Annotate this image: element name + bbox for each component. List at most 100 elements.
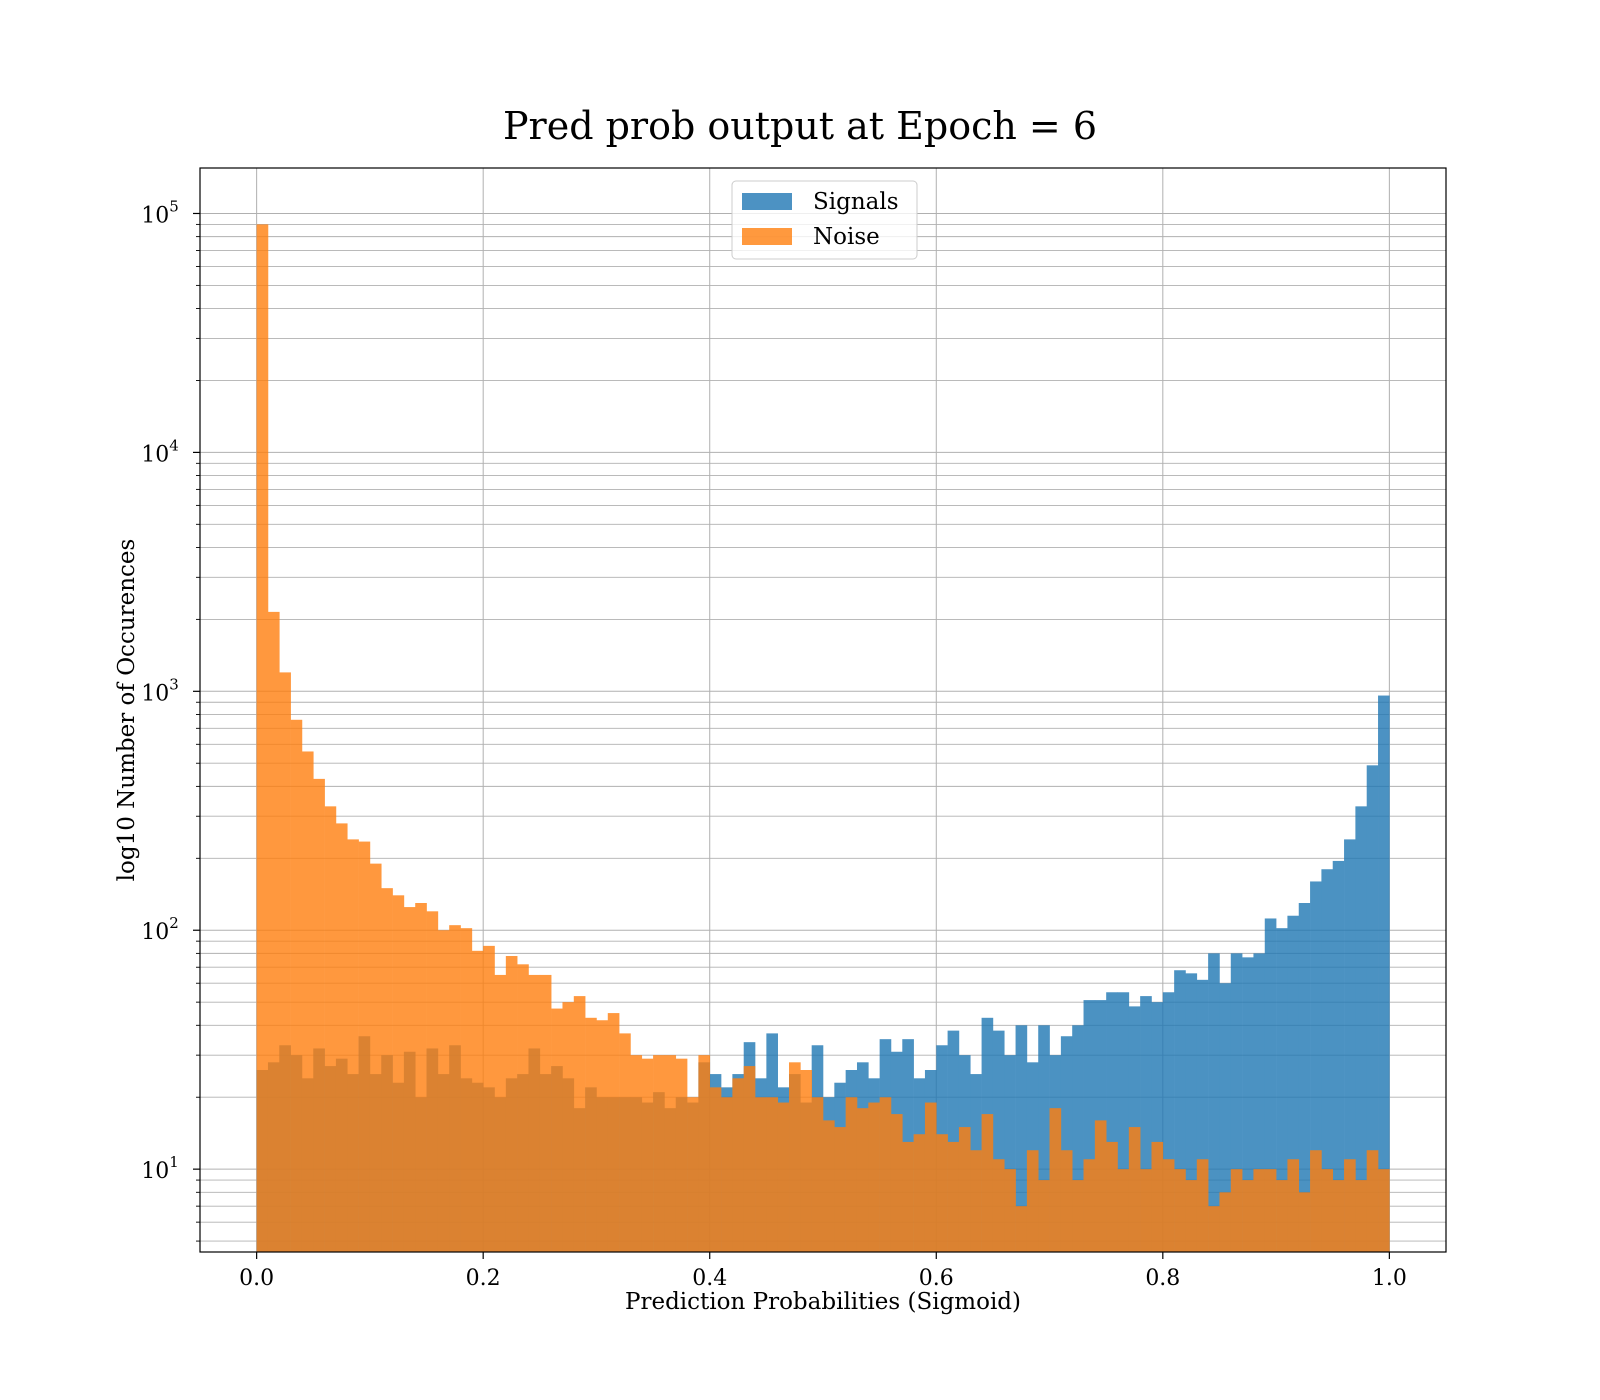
- bar-noise: [573, 996, 586, 1252]
- bar-noise: [698, 1055, 711, 1252]
- bar-noise: [1151, 1141, 1164, 1252]
- bar-signals: [1162, 992, 1175, 1252]
- bar-noise: [947, 1141, 960, 1252]
- bar-noise: [1321, 1169, 1334, 1252]
- bar-signals: [1253, 953, 1266, 1252]
- bar-signals: [1083, 1000, 1096, 1252]
- bar-signals: [1378, 695, 1390, 1252]
- bar-noise: [347, 839, 359, 1252]
- bar-signals: [1117, 992, 1130, 1252]
- bar-noise: [641, 1058, 654, 1252]
- bar-noise: [1060, 1150, 1073, 1252]
- bar-noise: [596, 1020, 609, 1252]
- bar-noise: [709, 1087, 722, 1252]
- y-tick-label: 104: [141, 436, 179, 467]
- bar-signals: [1321, 869, 1334, 1252]
- bar-noise: [1140, 1169, 1152, 1252]
- bar-noise: [313, 778, 325, 1252]
- bar-noise: [981, 1114, 994, 1252]
- legend-label-signals: Signals: [813, 189, 899, 215]
- bar-noise: [823, 1120, 835, 1252]
- bar-noise: [890, 1114, 903, 1252]
- bar-noise: [1378, 1169, 1390, 1252]
- bar-signals: [1344, 839, 1356, 1252]
- bar-noise: [324, 806, 337, 1252]
- bar-noise: [1366, 1150, 1379, 1252]
- legend-swatch-signals: [742, 193, 792, 210]
- bar-noise: [732, 1078, 745, 1252]
- bar-noise: [381, 888, 393, 1252]
- bar-noise: [619, 1033, 631, 1252]
- bar-noise: [517, 964, 529, 1252]
- bar-noise: [1253, 1169, 1266, 1252]
- bar-noise: [1038, 1180, 1050, 1252]
- bar-noise: [811, 1097, 824, 1252]
- bar-noise: [664, 1055, 677, 1252]
- bar-noise: [1015, 1206, 1028, 1252]
- bar-noise: [1072, 1180, 1084, 1252]
- bar-noise: [1287, 1159, 1300, 1252]
- bar-noise: [1208, 1206, 1220, 1252]
- bar-signals: [1298, 903, 1311, 1252]
- bar-signals: [1208, 953, 1220, 1252]
- bar-noise: [1174, 1169, 1186, 1252]
- legend: Signals Noise: [731, 180, 918, 260]
- bar-signals: [1140, 996, 1152, 1252]
- bar-noise: [743, 1066, 756, 1252]
- bar-noise: [1162, 1159, 1175, 1252]
- y-axis-label: log10 Number of Occurences: [114, 539, 140, 882]
- bar-noise: [415, 903, 427, 1252]
- x-axis-label: Prediction Probabilities (Sigmoid): [625, 1289, 1021, 1315]
- bar-signals: [1196, 979, 1209, 1252]
- bar-noise: [1004, 1169, 1016, 1252]
- series-noise: [256, 224, 1390, 1252]
- bar-signals: [1242, 957, 1254, 1252]
- bar-noise: [1298, 1192, 1311, 1252]
- bar-noise: [471, 950, 484, 1252]
- bar-noise: [653, 1055, 665, 1252]
- bar-signals: [947, 1030, 960, 1252]
- bar-noise: [721, 1097, 733, 1252]
- bar-noise: [607, 1013, 620, 1252]
- bar-noise: [924, 1102, 937, 1252]
- legend-label-noise: Noise: [813, 224, 880, 250]
- bar-noise: [675, 1058, 688, 1252]
- legend-swatch-noise: [742, 228, 792, 245]
- bar-noise: [449, 925, 461, 1252]
- bar-signals: [1264, 918, 1277, 1252]
- bar-noise: [845, 1097, 858, 1252]
- x-tick-label: 0.2: [466, 1266, 501, 1291]
- bar-signals: [1185, 973, 1198, 1252]
- x-tick-label: 0.6: [919, 1266, 954, 1291]
- bar-signals: [1038, 1025, 1050, 1252]
- y-axis-ticks: 101 102 103 104 105: [141, 197, 200, 1242]
- bar-noise: [630, 1055, 643, 1252]
- bar-noise: [426, 911, 439, 1252]
- bar-noise: [494, 974, 507, 1252]
- bar-noise: [392, 895, 405, 1252]
- bar-noise: [856, 1108, 869, 1252]
- bar-noise: [789, 1062, 801, 1252]
- bar-signals: [1230, 953, 1243, 1252]
- chart-title: Pred prob output at Epoch = 6: [502, 104, 1098, 148]
- bar-noise: [1196, 1159, 1209, 1252]
- bar-noise: [1219, 1192, 1232, 1252]
- bar-noise: [834, 1127, 846, 1252]
- x-tick-label: 0.8: [1145, 1266, 1180, 1291]
- bar-noise: [1310, 1150, 1322, 1252]
- bar-signals: [992, 1030, 1005, 1252]
- bar-noise: [256, 224, 269, 1252]
- bar-noise: [483, 945, 495, 1252]
- bar-noise: [1332, 1180, 1345, 1252]
- bar-noise: [902, 1141, 914, 1252]
- bar-noise: [800, 1070, 812, 1252]
- bar-noise: [562, 1002, 575, 1252]
- plot-frame: [199, 167, 1447, 1253]
- bar-noise: [879, 1097, 892, 1252]
- bar-noise: [992, 1159, 1005, 1252]
- y-tick-label: 105: [141, 197, 179, 228]
- bar-signals: [1015, 1025, 1028, 1252]
- bar-noise: [301, 751, 314, 1252]
- bar-noise: [1344, 1159, 1356, 1252]
